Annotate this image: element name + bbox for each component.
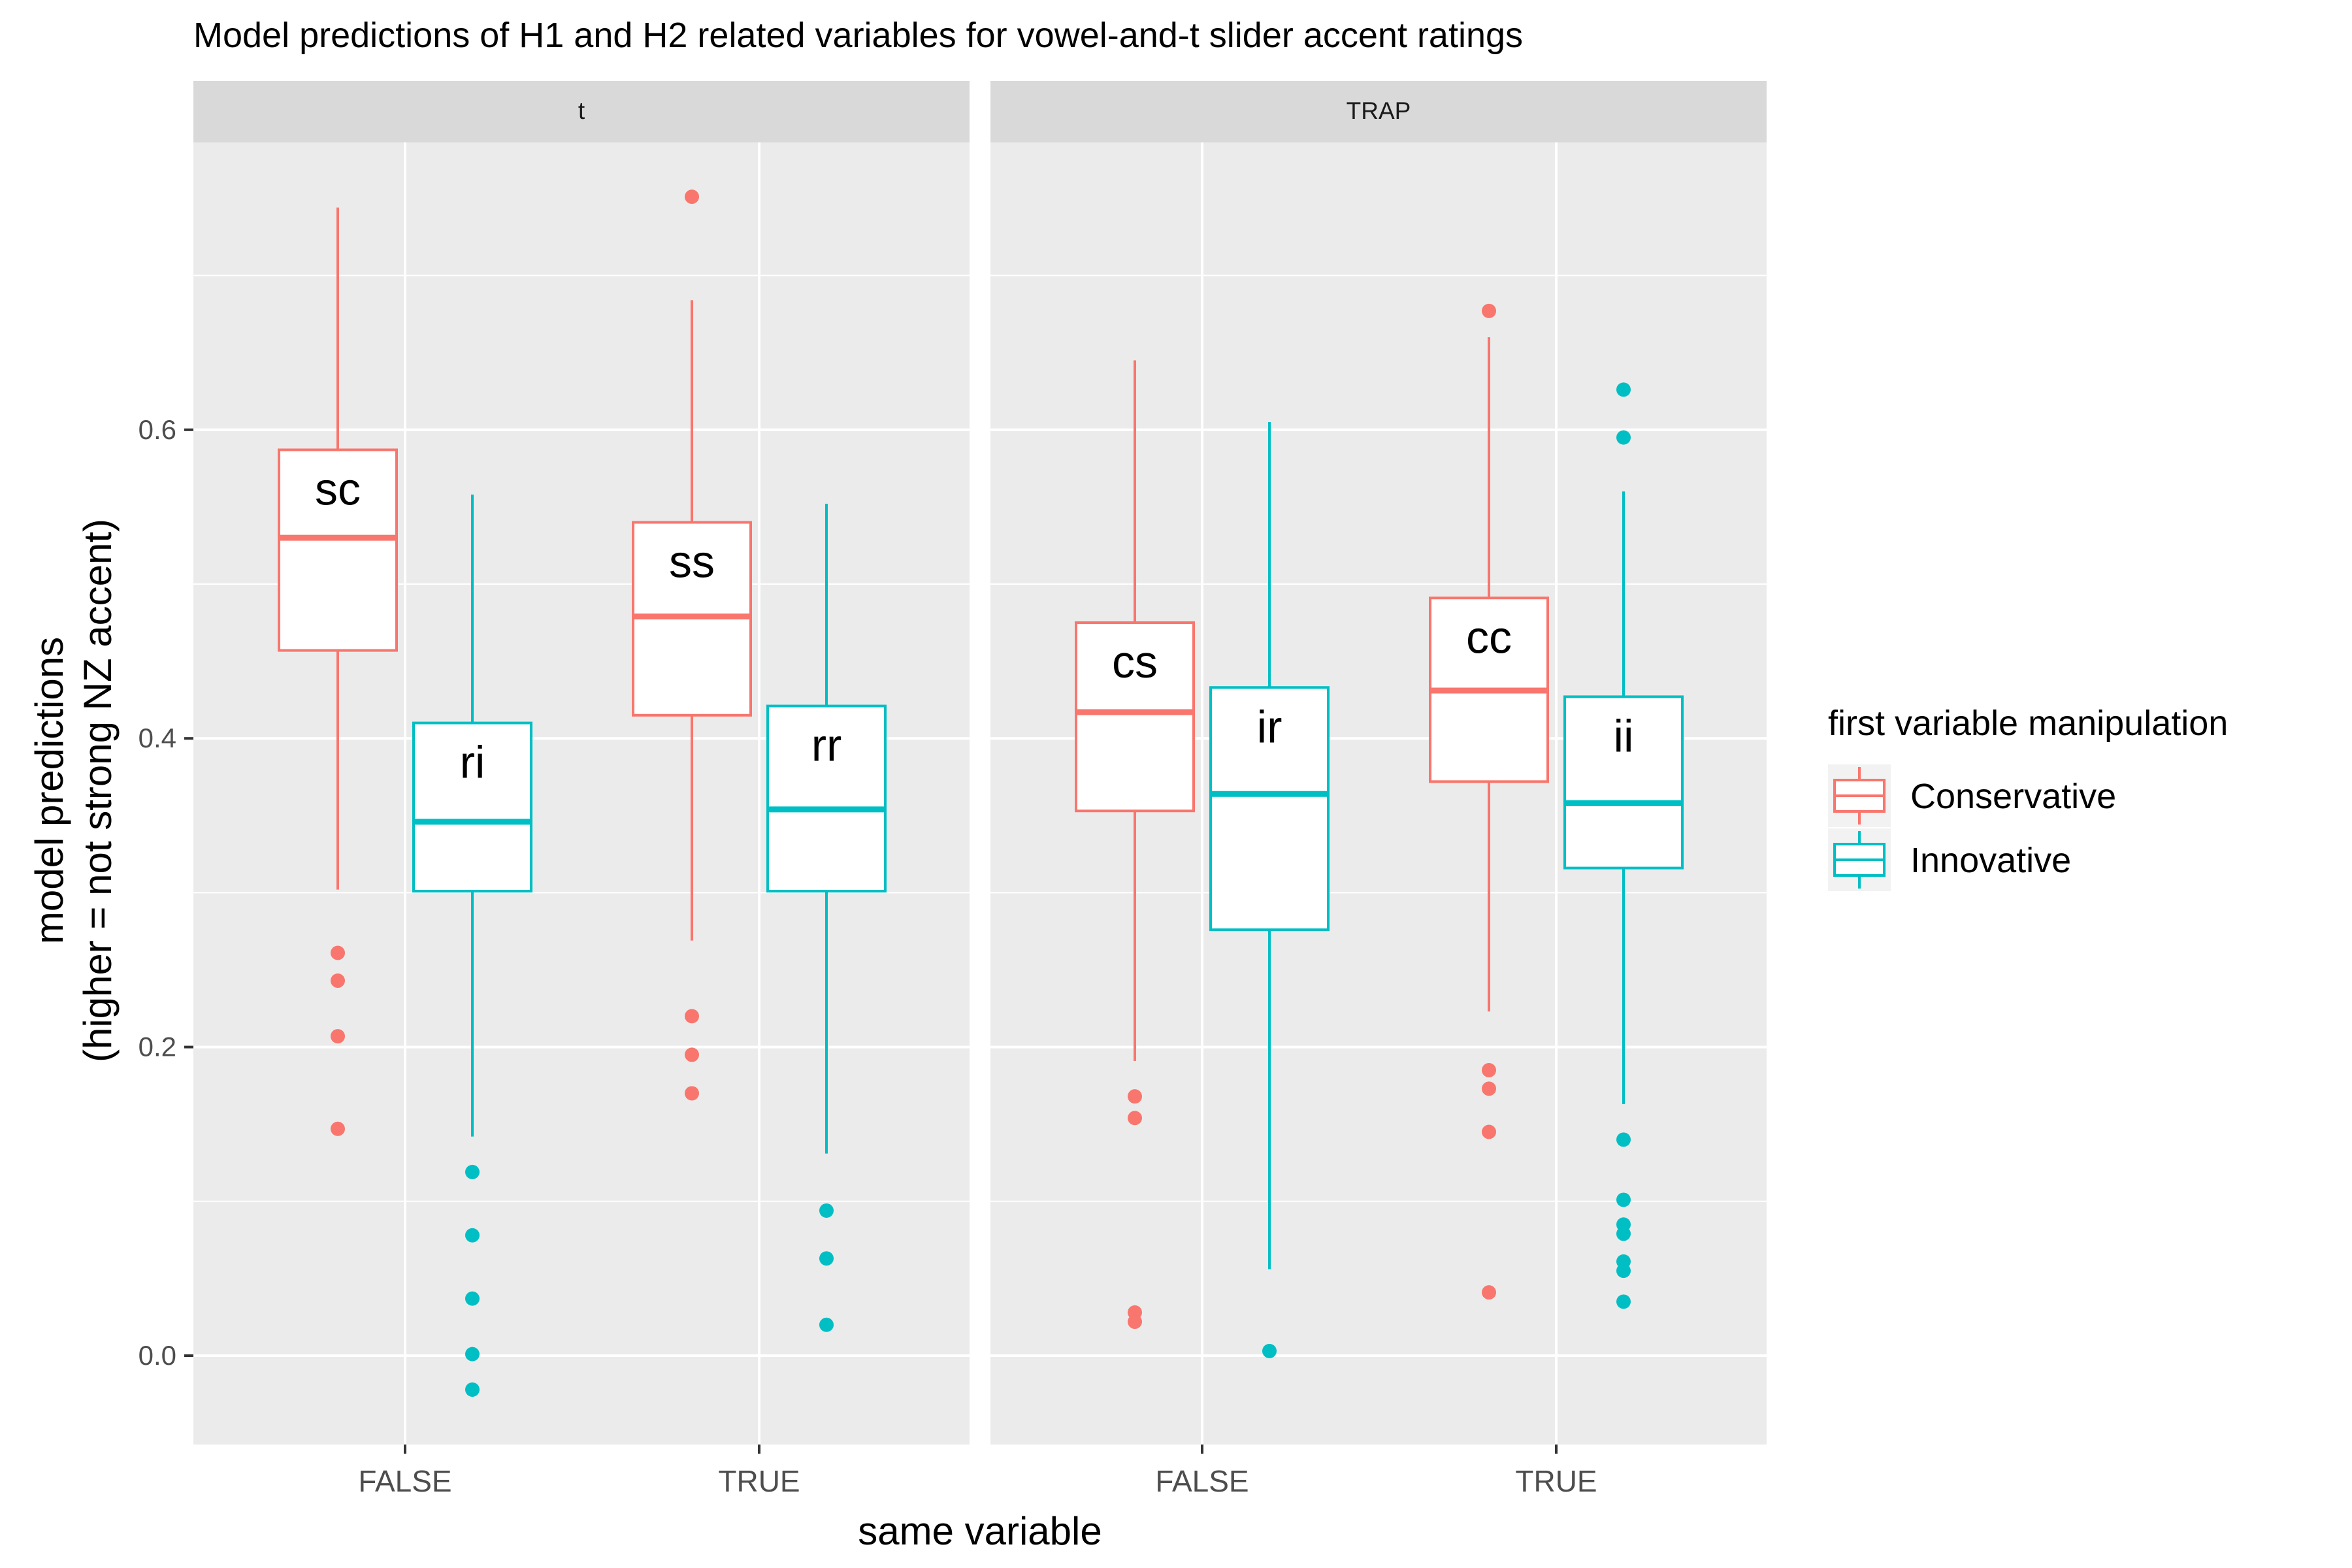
outlier-point bbox=[1482, 303, 1496, 318]
boxplot-cs: cs bbox=[1075, 360, 1195, 1330]
y-tick-label: 0.6 bbox=[139, 414, 176, 445]
legend-key-conservative: Conservative bbox=[1828, 764, 2116, 827]
box-iqr bbox=[766, 704, 887, 893]
outlier-point bbox=[1128, 1089, 1142, 1104]
outlier-point bbox=[819, 1251, 834, 1266]
box-label: cs bbox=[1112, 636, 1158, 687]
outlier-point bbox=[1616, 430, 1631, 445]
boxplot-sc: sc bbox=[278, 207, 398, 1136]
boxplots: sc ri ss rr cs ir cc ii bbox=[278, 189, 1684, 1397]
box-label: cc bbox=[1466, 612, 1512, 662]
axes: 0.0 0.2 0.4 0.6 FALSE TRUE FALSE TRUE bbox=[139, 414, 1597, 1498]
outlier-point bbox=[819, 1317, 834, 1332]
chart-title: Model predictions of H1 and H2 related v… bbox=[193, 16, 1523, 55]
boxplot-ri: ri bbox=[412, 495, 532, 1397]
outlier-point bbox=[465, 1291, 480, 1306]
box-label: ir bbox=[1257, 701, 1282, 752]
outlier-point bbox=[1616, 1192, 1631, 1207]
box-label: rr bbox=[811, 720, 842, 771]
outlier-point bbox=[1482, 1124, 1496, 1139]
outlier-point bbox=[685, 1009, 699, 1024]
outlier-point bbox=[685, 1086, 699, 1101]
legend-title: first variable manipulation bbox=[1828, 704, 2228, 743]
outlier-point bbox=[331, 945, 345, 960]
x-tick-label: TRUE bbox=[718, 1464, 800, 1498]
facet-label-t: t bbox=[578, 97, 585, 124]
boxplot-ii: ii bbox=[1563, 382, 1684, 1309]
legend-label: Innovative bbox=[1910, 841, 2071, 880]
outlier-point bbox=[1262, 1343, 1277, 1358]
legend-key-innovative: Innovative bbox=[1828, 828, 2071, 891]
box-iqr bbox=[1563, 695, 1684, 870]
outlier-point bbox=[465, 1164, 480, 1179]
boxplot-ir: ir bbox=[1209, 421, 1330, 1358]
outlier-point bbox=[1616, 382, 1631, 397]
box-iqr bbox=[278, 448, 398, 652]
x-tick-label: FALSE bbox=[1155, 1464, 1249, 1498]
outlier-point bbox=[685, 1047, 699, 1062]
y-axis-title-line1: model predictions bbox=[27, 637, 71, 944]
x-tick-label: FALSE bbox=[358, 1464, 451, 1498]
outlier-point bbox=[1482, 1063, 1496, 1078]
outlier-point bbox=[1616, 1264, 1631, 1279]
facet-strip-t bbox=[193, 81, 970, 142]
box-label: ri bbox=[460, 737, 485, 788]
outlier-point bbox=[1482, 1081, 1496, 1096]
outlier-point bbox=[331, 1121, 345, 1136]
outlier-point bbox=[1616, 1226, 1631, 1241]
y-tick-label: 0.0 bbox=[139, 1340, 176, 1371]
box-label: ss bbox=[669, 536, 715, 587]
outlier-point bbox=[1128, 1111, 1142, 1126]
x-tick-label: TRUE bbox=[1515, 1464, 1597, 1498]
box-iqr bbox=[1209, 686, 1330, 932]
boxplot-ss: ss bbox=[632, 189, 752, 1101]
outlier-point bbox=[1616, 1294, 1631, 1309]
legend-label: Conservative bbox=[1910, 777, 2116, 816]
legend: first variable manipulation Conservative… bbox=[1828, 704, 2228, 891]
outlier-point bbox=[685, 189, 699, 204]
x-axis-title: same variable bbox=[858, 1509, 1102, 1553]
box-iqr bbox=[412, 721, 532, 893]
box-label: ii bbox=[1613, 710, 1633, 761]
outlier-point bbox=[819, 1203, 834, 1218]
outlier-point bbox=[465, 1228, 480, 1243]
boxplot-rr: rr bbox=[766, 504, 887, 1332]
outlier-point bbox=[465, 1382, 480, 1397]
y-tick-label: 0.4 bbox=[139, 723, 176, 753]
outlier-point bbox=[1616, 1132, 1631, 1147]
outlier-point bbox=[331, 973, 345, 988]
boxplot-cc: cc bbox=[1429, 303, 1549, 1300]
y-axis-title-line2: (higher = not strong NZ accent) bbox=[76, 519, 120, 1062]
legend-keys: Conservative Innovative bbox=[1828, 764, 2116, 891]
outlier-point bbox=[1482, 1285, 1496, 1300]
facet-label-trap: TRAP bbox=[1347, 97, 1411, 124]
y-tick-label: 0.2 bbox=[139, 1032, 176, 1062]
facet-strip-trap bbox=[990, 81, 1767, 142]
outlier-point bbox=[1128, 1315, 1142, 1330]
outlier-point bbox=[331, 1029, 345, 1044]
box-iqr bbox=[1075, 621, 1195, 813]
box-label: sc bbox=[315, 464, 361, 515]
outlier-point bbox=[465, 1347, 480, 1362]
